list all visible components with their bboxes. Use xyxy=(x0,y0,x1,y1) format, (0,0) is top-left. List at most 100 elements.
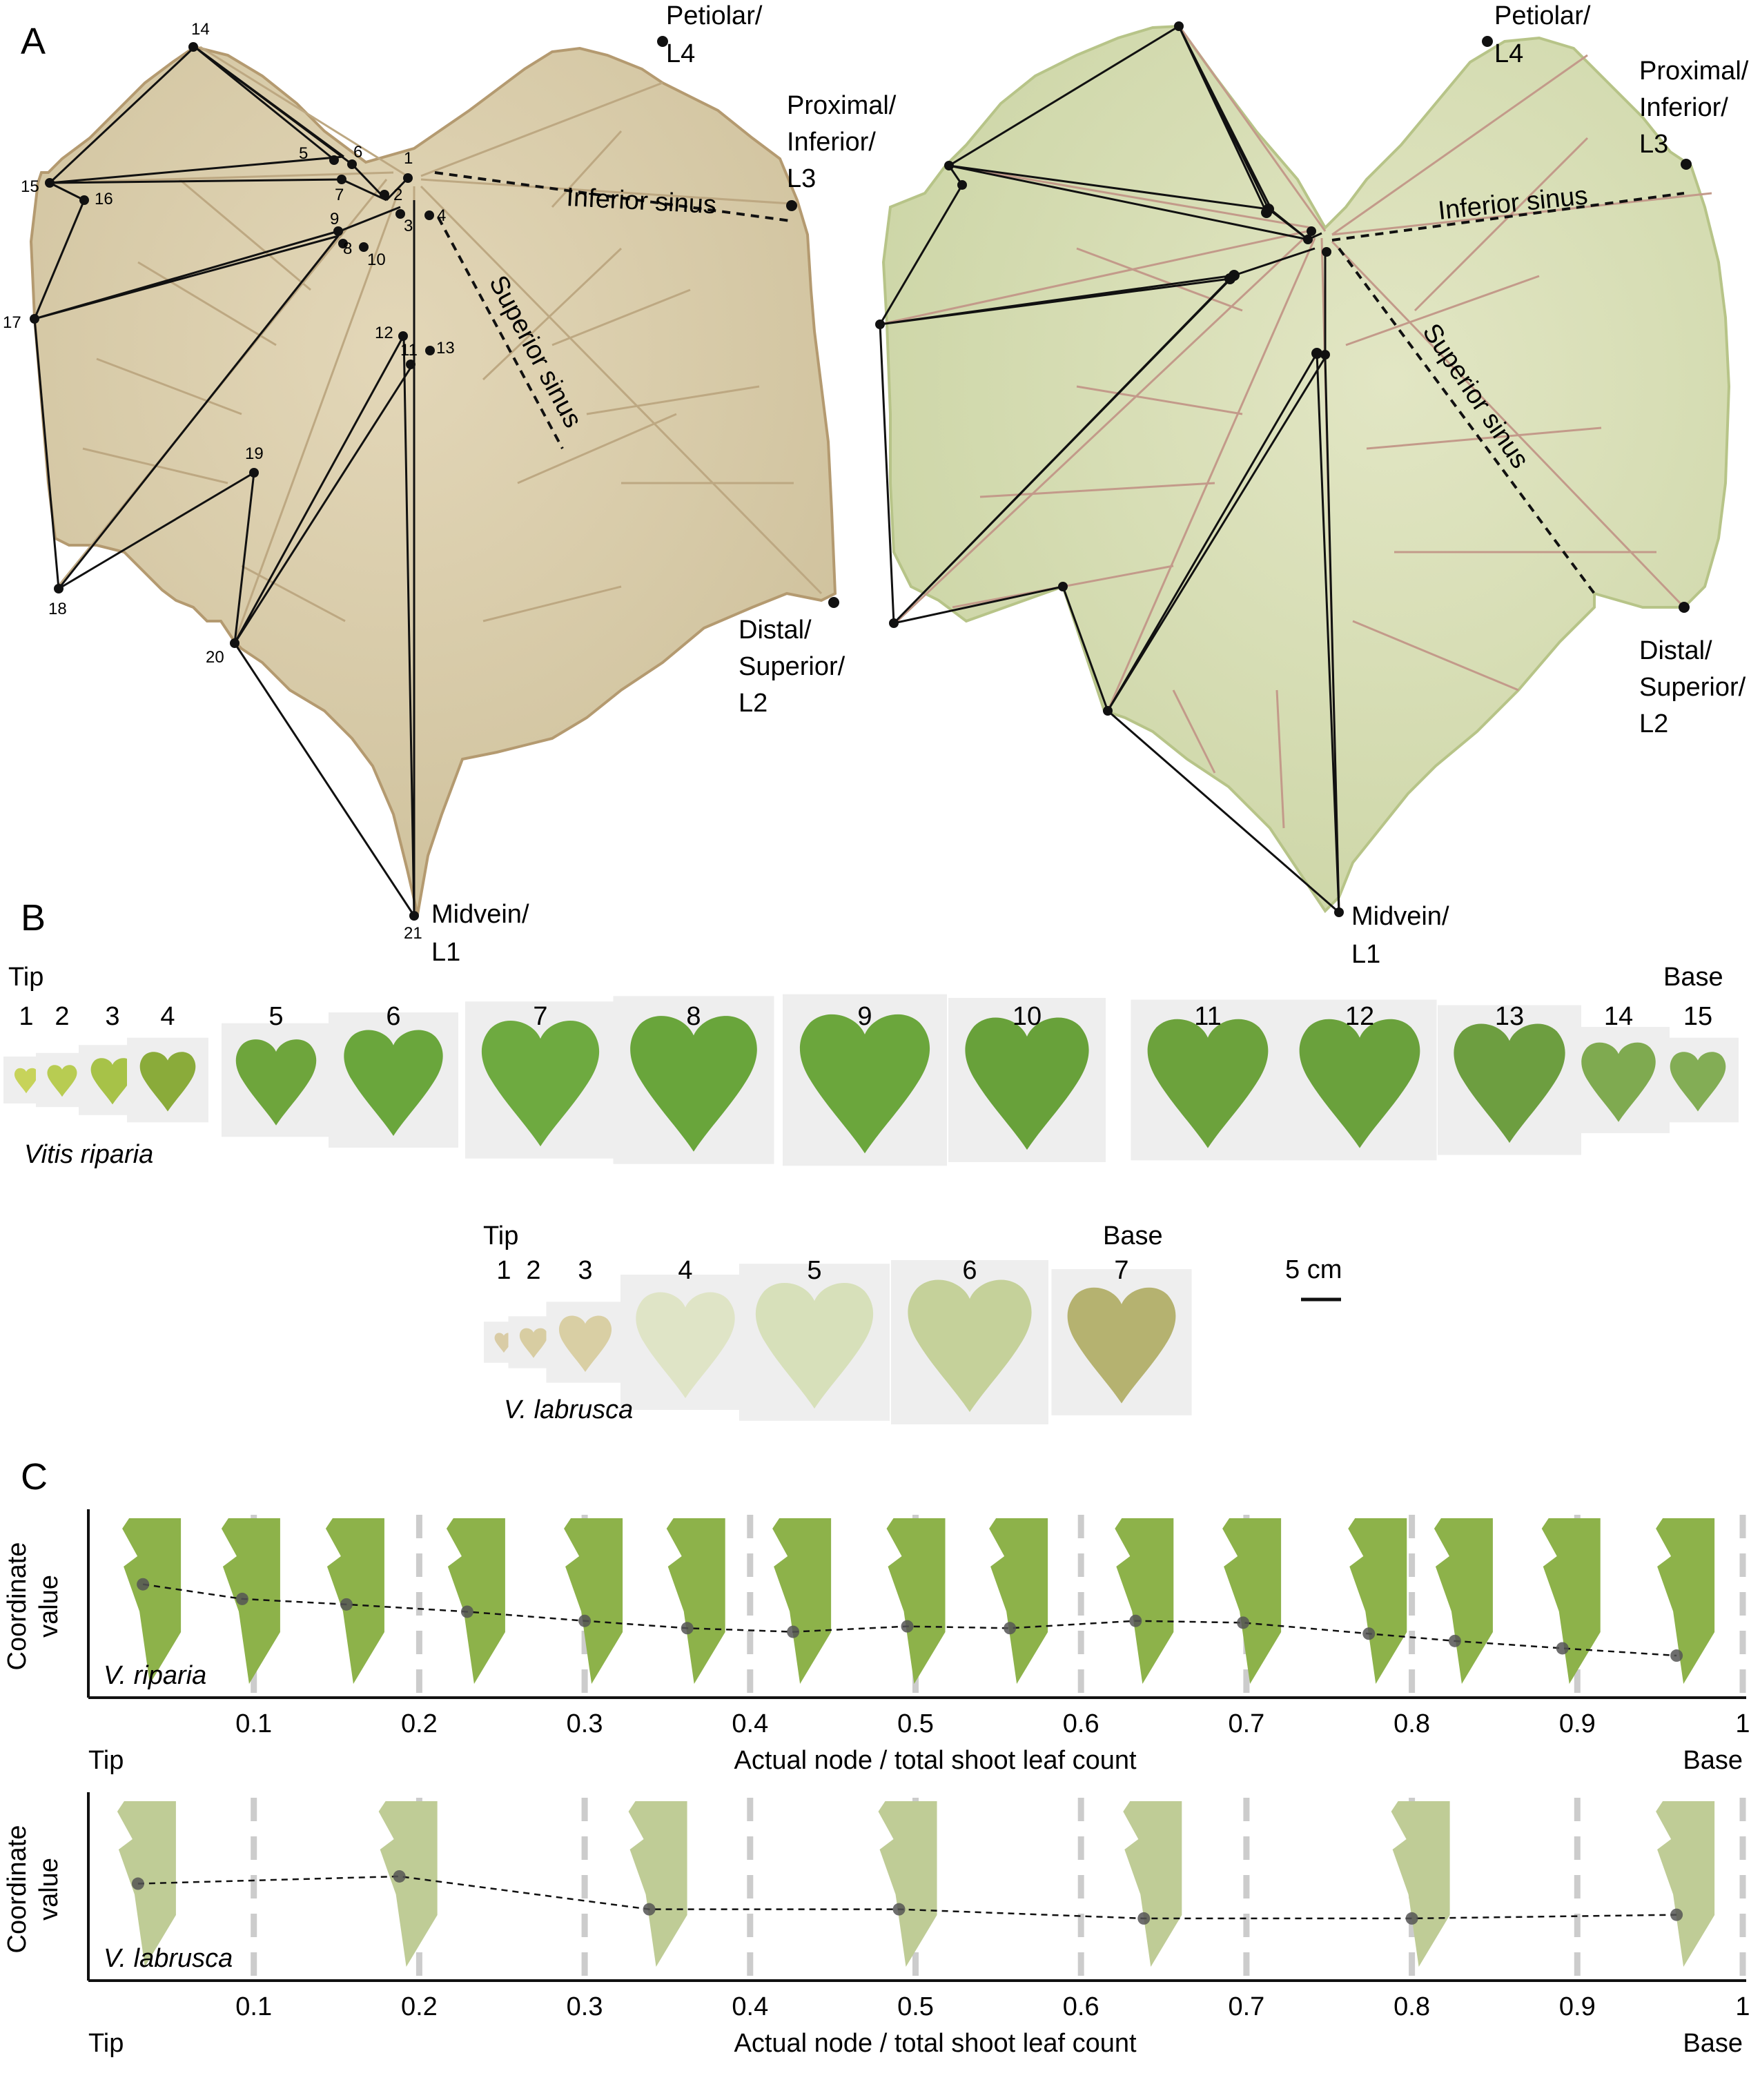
landmark-14-label: 14 xyxy=(191,20,210,39)
right-distal-label-3: L2 xyxy=(1639,709,1668,738)
riparia-x-tick-label: 0.1 xyxy=(235,1709,272,1738)
right-midvein-label-2: L1 xyxy=(1351,940,1380,969)
labrusca-tip-label: Tip xyxy=(483,1221,518,1250)
landmark-2-label: 2 xyxy=(393,186,402,204)
labrusca-x-tick-label: 0.1 xyxy=(235,1992,272,2021)
landmark-17-dot xyxy=(30,314,39,324)
right-proximal-label-3: L3 xyxy=(1639,130,1668,159)
left-midvein-label-1: Midvein/ xyxy=(431,900,529,929)
riparia-x-axis-title: Actual node / total shoot leaf count xyxy=(734,1746,1137,1775)
landmark-20-label: 20 xyxy=(206,648,224,667)
riparia-node-label: 4 xyxy=(160,1002,175,1031)
right-midvein-label-1: Midvein/ xyxy=(1351,902,1449,931)
labrusca-base-label: Base xyxy=(1683,2029,1743,2058)
right-landmark-dot xyxy=(1103,706,1113,716)
riparia-leaf-shape xyxy=(886,1518,946,1684)
riparia-data-point xyxy=(137,1578,150,1591)
labrusca-chart: 0.1 0.2 0.3 0.4 0.5 0.6 0.7 0.8 0.9 1 Coordinate va… xyxy=(3,1792,1750,2058)
riparia-x-tick-label: 0.4 xyxy=(732,1709,768,1738)
labrusca-x-tick-label: 0.7 xyxy=(1228,1992,1264,2021)
riparia-leaf-shape xyxy=(325,1518,384,1684)
riparia-data-point xyxy=(578,1614,591,1627)
labrusca-leaf-shape xyxy=(117,1801,176,1967)
right-landmark-dot xyxy=(1307,226,1316,236)
riparia-leaf-shape xyxy=(772,1518,832,1684)
landmark-19-label: 19 xyxy=(245,444,264,463)
right-landmark-dot xyxy=(1303,235,1313,244)
riparia-chart: 0.1 0.2 0.3 0.4 0.5 0.6 0.7 0.8 0.9 1 Coordinate va… xyxy=(3,1509,1750,1775)
landmark-13-dot xyxy=(425,346,435,355)
right-landmark-dot xyxy=(875,320,885,329)
labrusca-node-label: 1 xyxy=(496,1256,511,1285)
landmark-5-label: 5 xyxy=(299,144,308,163)
landmark-16-label: 16 xyxy=(95,190,113,208)
labrusca-y-axis-title: Coordinate value xyxy=(3,1825,63,1954)
landmark-6-label: 6 xyxy=(353,143,362,161)
right-landmark-dot xyxy=(1058,582,1068,591)
right-landmark-dot xyxy=(1322,247,1331,257)
labrusca-data-point xyxy=(1670,1908,1683,1921)
right-inferior-sinus-line xyxy=(1331,192,1685,242)
landmark-15-dot xyxy=(45,178,55,188)
riparia-node-label: 12 xyxy=(1345,1002,1374,1031)
riparia-leaf-shape xyxy=(1434,1518,1493,1684)
landmark-7-dot xyxy=(337,175,346,184)
landmark-11-dot xyxy=(406,360,415,369)
labrusca-data-point xyxy=(1137,1912,1151,1925)
left-proximal-label-3: L3 xyxy=(787,164,816,193)
riparia-data-point xyxy=(1448,1634,1461,1647)
panel-a-letter: A xyxy=(21,21,46,62)
labrusca-node-label: 7 xyxy=(1114,1256,1128,1285)
landmark-11-label: 11 xyxy=(400,341,418,360)
riparia-x-tick-label: 0.9 xyxy=(1559,1709,1596,1738)
labrusca-node-label: 6 xyxy=(962,1256,977,1285)
landmark-10-label: 10 xyxy=(367,251,386,269)
left-distal-label-3: L2 xyxy=(739,689,767,718)
riparia-data-point xyxy=(340,1598,353,1611)
riparia-data-point xyxy=(1556,1642,1569,1655)
scale-bar-label: 5 cm xyxy=(1285,1255,1342,1284)
labrusca-x-tick-label: 0.8 xyxy=(1394,1992,1430,2021)
landmark-15-label: 15 xyxy=(21,177,39,196)
landmark-20-dot xyxy=(230,638,239,648)
landmark-6-dot xyxy=(347,159,357,169)
riparia-node-label: 10 xyxy=(1013,1002,1042,1031)
riparia-species-label: V. riparia xyxy=(104,1661,206,1690)
riparia-x-tick-label: 1 xyxy=(1735,1709,1750,1738)
riparia-data-point xyxy=(1004,1622,1017,1635)
labrusca-leaf-shape xyxy=(628,1801,687,1967)
right-landmark-dot xyxy=(957,180,967,190)
landmark-18-dot xyxy=(54,584,63,593)
labrusca-data-point xyxy=(892,1903,906,1916)
riparia-node-label: 7 xyxy=(533,1002,547,1031)
right-vein-labels: Petiolar/ L4 Proximal/ Inferior/ L3 Dist… xyxy=(1351,1,1749,969)
right-landmark-dots xyxy=(875,21,1692,917)
left-leaf-veins xyxy=(48,46,823,911)
riparia-x-tick-label: 0.3 xyxy=(567,1709,603,1738)
riparia-x-tick-label: 0.6 xyxy=(1063,1709,1099,1738)
riparia-node-label: 2 xyxy=(55,1002,69,1031)
riparia-tip-label: Tip xyxy=(8,963,43,992)
labrusca-x-tick-label: 1 xyxy=(1735,1992,1750,2021)
left-petiolar-tip-dot xyxy=(657,36,668,47)
left-distal-label-2: Superior/ xyxy=(739,652,845,681)
landmark-3-label: 3 xyxy=(404,217,413,235)
landmark-1-label: 1 xyxy=(404,149,413,168)
left-inferior-sinus-line xyxy=(434,171,791,222)
riparia-data-point xyxy=(1129,1614,1142,1627)
left-midvein-label-2: L1 xyxy=(431,938,460,967)
labrusca-species-label: V. labrusca xyxy=(104,1944,233,1973)
right-petiolar-tip-dot xyxy=(1482,36,1493,47)
labrusca-data-point xyxy=(643,1903,656,1916)
landmark-21-label: 21 xyxy=(404,924,422,943)
riparia-leaf-shape xyxy=(1222,1518,1282,1684)
left-distal-tip-dot xyxy=(828,597,839,608)
riparia-leaf-shape xyxy=(564,1518,623,1684)
panel-b-letter: B xyxy=(21,897,46,939)
labrusca-x-tick-label: 0.6 xyxy=(1063,1992,1099,2021)
left-vein-labels: Petiolar/ L4 Proximal/ Inferior/ L3 Dist… xyxy=(431,1,897,967)
right-landmark-dot xyxy=(1261,207,1272,218)
riparia-x-tick-label: 0.8 xyxy=(1394,1709,1430,1738)
panel-c-letter: C xyxy=(21,1456,48,1498)
